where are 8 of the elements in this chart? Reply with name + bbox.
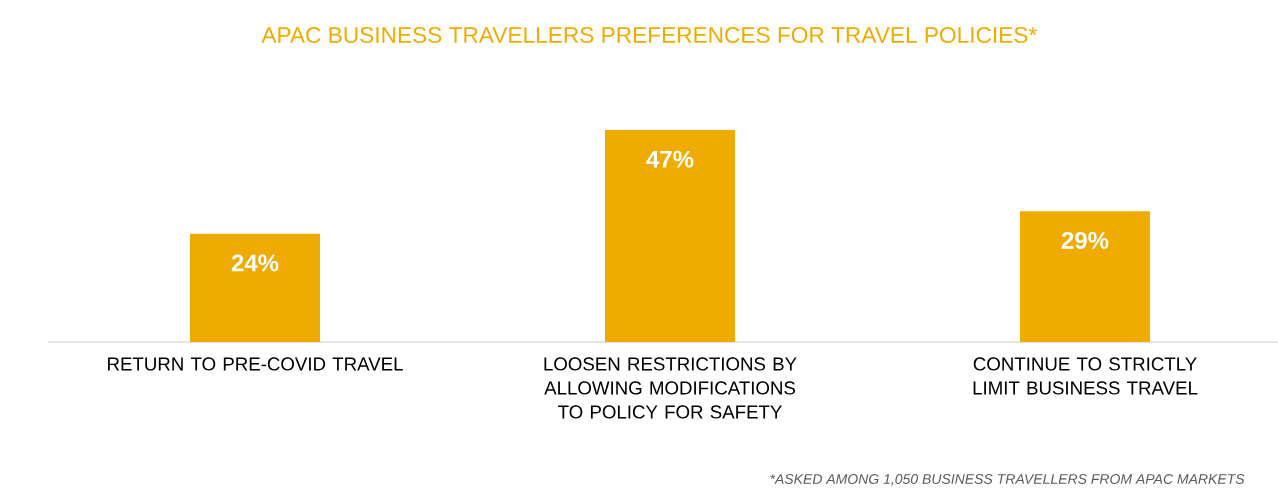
- text: *ASKED AMONG 1,050 BUSINESS TRAVELLERS FROM APAC MARKETS: [770, 474, 1245, 486]
- x-tick-label: RETURN TO PRE-COVID TRAVEL: [108, 357, 403, 371]
- data-label: 24%: [231, 254, 279, 272]
- x-tick-label: CONTINUE TO STRICTLY LIMIT BUSINESS TRAVEL: [973, 357, 1198, 395]
- data-label: 47%: [646, 150, 694, 168]
- chart-title: APAC BUSINESS TRAVELLERS PREFERENCES FOR TRAVEL POLICIES*: [261, 26, 1037, 44]
- x-tick-label: LOOSEN RESTRICTIONS BY ALLOWING MODIFICATIONS TO POLICY FOR SAFETY: [544, 357, 797, 419]
- data-label: 29%: [1061, 231, 1109, 249]
